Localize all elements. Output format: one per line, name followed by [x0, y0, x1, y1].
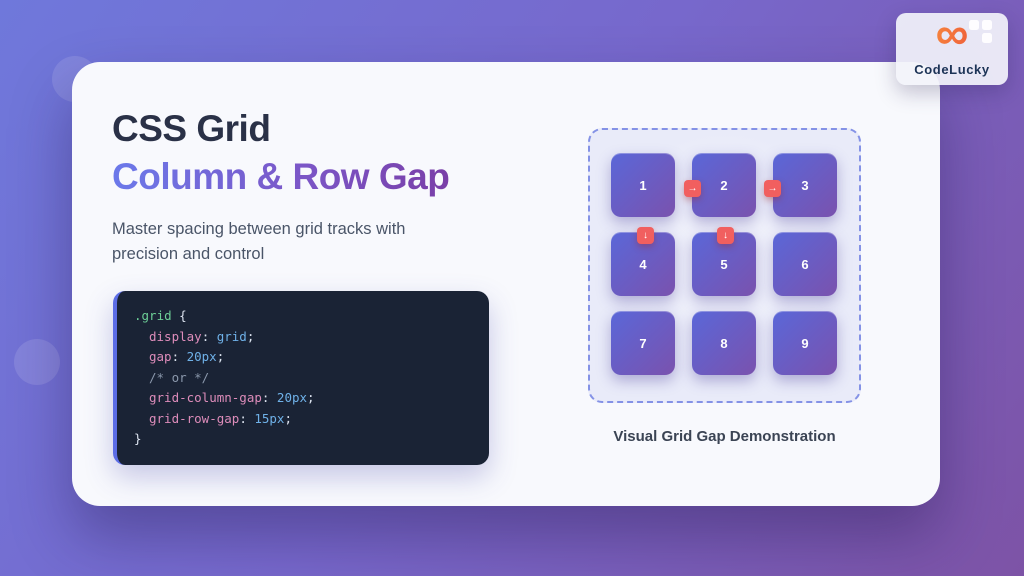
semicolon: ; [246, 328, 255, 344]
css-property: gap [149, 349, 172, 364]
decorative-circle [14, 339, 60, 385]
code-line-declaration: grid-row-gap: 15px; [134, 409, 469, 430]
grid-cell-label: 3 [801, 177, 809, 193]
grid-cell-label: 2 [720, 177, 728, 193]
grid-cell-label: 7 [639, 335, 647, 351]
grid-cell-label: 9 [801, 335, 809, 351]
page-subtitle-gradient: Column & Row Gap [112, 156, 450, 197]
colon: : [261, 390, 270, 405]
css-value: 20px [276, 390, 308, 405]
grid-cell: 3 [773, 153, 837, 217]
open-brace: { [179, 308, 187, 323]
code-line-declaration: grid-column-gap: 20px; [134, 388, 469, 409]
brand-name: CodeLucky [914, 62, 990, 77]
close-brace: } [134, 431, 142, 446]
row-gap-arrow-icon: ↓ [637, 227, 654, 244]
code-line-selector: .grid { [134, 306, 469, 327]
grid-cell: 6 [773, 232, 837, 296]
css-comment: /* or */ [149, 369, 210, 385]
grid-cell-label: 8 [720, 335, 728, 351]
semicolon: ; [307, 390, 315, 405]
css-selector: .grid [134, 308, 172, 323]
code-snippet: .grid{ display: grid; gap: 20px; /* or */ … [113, 291, 489, 465]
code-line-close: } [134, 429, 469, 450]
code-line-comment: /* or */ [134, 368, 469, 389]
grid-cell-label: 6 [801, 256, 809, 272]
column-gap-arrow-icon: → [764, 180, 781, 197]
page-title: CSS Grid [112, 108, 271, 149]
grid-cell: 9 [773, 311, 837, 375]
row-gap-arrow-icon: ↓ [717, 227, 734, 244]
css-value: 15px [254, 410, 285, 426]
logo-square [982, 20, 992, 30]
grid-gap-demo: 1 2 3 4 5 6 7 8 9 → → ↓ ↓ [588, 128, 861, 403]
grid-cell-label: 5 [720, 256, 728, 272]
demo-grid: 1 2 3 4 5 6 7 8 9 [611, 153, 837, 375]
grid-cell: 2 [692, 153, 756, 217]
grid-cell: 1 [611, 153, 675, 217]
colon: : [171, 349, 180, 364]
css-property: grid-row-gap [149, 410, 240, 426]
brand-logo-card: ∞ CodeLucky [896, 7, 1008, 85]
css-property: grid-column-gap [149, 390, 262, 405]
colon: : [239, 410, 247, 426]
column-gap-arrow-icon: → [684, 180, 701, 197]
description-text: Master spacing between grid tracks with … [112, 220, 406, 263]
semicolon: ; [284, 410, 292, 426]
demo-caption: Visual Grid Gap Demonstration [613, 428, 836, 445]
grid-squares-icon [969, 20, 992, 43]
grid-cell-label: 4 [639, 256, 647, 272]
grid-cell: 8 [692, 311, 756, 375]
css-value: 20px [186, 349, 217, 364]
infinity-icon: ∞ [896, 7, 1008, 59]
main-card: CSS Grid Column & Row Gap Master spacing… [72, 62, 940, 506]
code-line-declaration: display: grid; [134, 327, 469, 348]
colon: : [201, 328, 210, 344]
css-value: grid [216, 328, 247, 344]
grid-cell: 7 [611, 311, 675, 375]
logo-square [982, 33, 992, 43]
code-line-declaration: gap: 20px; [134, 347, 469, 368]
grid-cell-label: 1 [639, 177, 647, 193]
css-property: display [149, 328, 202, 344]
logo-square [969, 20, 979, 30]
semicolon: ; [216, 349, 225, 364]
